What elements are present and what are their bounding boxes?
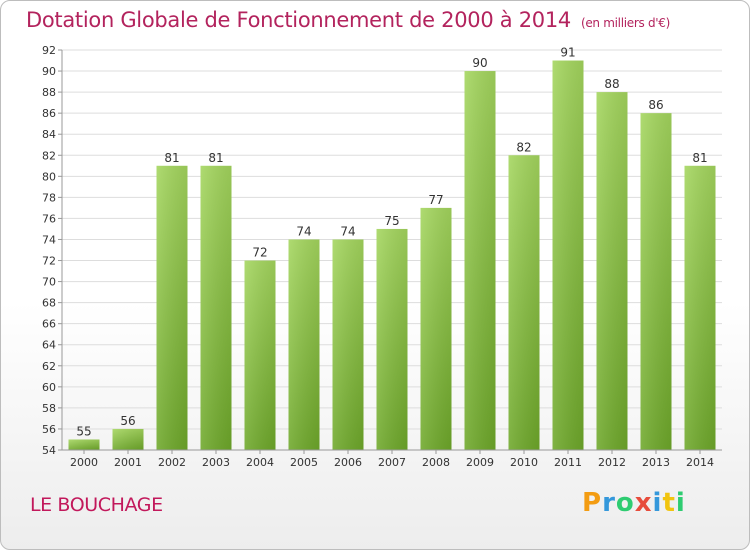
- y-tick-label: 56: [42, 423, 56, 436]
- logo-letter: i: [675, 488, 686, 518]
- bar-value-label: 88: [604, 77, 619, 91]
- y-axis: 54 56 58 60 62 64 66 68 70 72 74 76 78 80 82 84 86 88 90 92: [42, 44, 63, 457]
- logo-letter: x: [634, 488, 653, 518]
- x-tick-label: 2007: [378, 456, 406, 469]
- y-tick-label: 72: [42, 255, 56, 268]
- x-tick-label: 2004: [246, 456, 274, 469]
- y-tick-label: 64: [42, 339, 56, 352]
- x-tick-label: 2013: [642, 456, 670, 469]
- logo-letter: P: [582, 488, 603, 518]
- chart-subtitle: (en milliers d'€): [580, 16, 670, 30]
- bar-value-label: 74: [340, 224, 355, 238]
- x-tick-label: 2011: [554, 456, 582, 469]
- bar-shade: [244, 260, 276, 450]
- bar-value-label: 56: [120, 414, 135, 428]
- bar-value-label: 90: [472, 56, 487, 70]
- bar-value-label: 81: [208, 151, 223, 165]
- y-tick-label: 92: [42, 44, 56, 57]
- y-tick-label: 58: [42, 402, 56, 415]
- bars: 55 56 81 81 72 74 74 75 77 90 82 91 88 86 81: [68, 46, 716, 451]
- proxiti-logo: Proxiti: [582, 488, 686, 518]
- bar-shade: [332, 239, 364, 450]
- y-tick-label: 86: [42, 107, 56, 120]
- x-tick-label: 2005: [290, 456, 318, 469]
- y-tick-label: 74: [42, 233, 56, 246]
- chart-title: Dotation Globale de Fonctionnement de 20…: [26, 8, 670, 32]
- x-tick-label: 2012: [598, 456, 626, 469]
- chart-title-text: Dotation Globale de Fonctionnement de 20…: [26, 8, 571, 32]
- bar-shade: [420, 207, 452, 450]
- bar-shade: [376, 228, 408, 450]
- x-tick-label: 2002: [158, 456, 186, 469]
- bar-shade: [200, 165, 232, 450]
- logo-letter: i: [652, 488, 663, 518]
- bar-value-label: 82: [516, 140, 531, 154]
- y-tick-label: 78: [42, 191, 56, 204]
- y-tick-label: 76: [42, 212, 56, 225]
- x-tick-label: 2008: [422, 456, 450, 469]
- x-tick-label: 2006: [334, 456, 362, 469]
- bar-shade: [640, 113, 672, 450]
- x-tick-label: 2009: [466, 456, 494, 469]
- y-tick-label: 66: [42, 318, 56, 331]
- bar-value-label: 86: [648, 98, 663, 112]
- x-tick-label: 2001: [114, 456, 142, 469]
- y-tick-label: 54: [42, 444, 56, 457]
- y-tick-label: 90: [42, 65, 56, 78]
- bar-value-label: 81: [692, 151, 707, 165]
- x-tick-label: 2003: [202, 456, 230, 469]
- logo-letter: o: [615, 488, 635, 518]
- x-axis: 2000 2001 2002 2003 2004 2005 2006 2007 2008 2009…: [62, 449, 722, 469]
- logo-letter: t: [662, 488, 676, 518]
- bar-shade: [112, 428, 144, 450]
- bar-shade: [552, 60, 584, 451]
- y-tick-label: 70: [42, 276, 56, 289]
- bar-shade: [288, 239, 320, 450]
- bar-value-label: 77: [428, 193, 443, 207]
- bar-shade: [464, 71, 496, 450]
- y-tick-label: 82: [42, 149, 56, 162]
- y-tick-label: 80: [42, 170, 56, 183]
- bar-value-label: 72: [252, 246, 267, 260]
- place-name: LE BOUCHAGE: [30, 494, 163, 516]
- logo-letter: r: [602, 488, 616, 518]
- bar-value-label: 55: [76, 424, 91, 438]
- x-tick-label: 2010: [510, 456, 538, 469]
- bar-value-label: 74: [296, 224, 311, 238]
- bar-value-label: 91: [560, 46, 575, 60]
- y-tick-label: 84: [42, 128, 56, 141]
- bar-shade: [684, 165, 716, 450]
- y-tick-label: 68: [42, 297, 56, 310]
- bar-shade: [596, 92, 628, 451]
- y-tick-label: 62: [42, 360, 56, 373]
- y-tick-label: 60: [42, 381, 56, 394]
- x-tick-label: 2014: [686, 456, 714, 469]
- bar-shade: [68, 439, 100, 450]
- bar-shade: [508, 155, 540, 450]
- bar-shade: [156, 165, 188, 450]
- bar-value-label: 81: [164, 151, 179, 165]
- x-tick-label: 2000: [70, 456, 98, 469]
- bar-value-label: 75: [384, 214, 399, 228]
- y-tick-label: 88: [42, 86, 56, 99]
